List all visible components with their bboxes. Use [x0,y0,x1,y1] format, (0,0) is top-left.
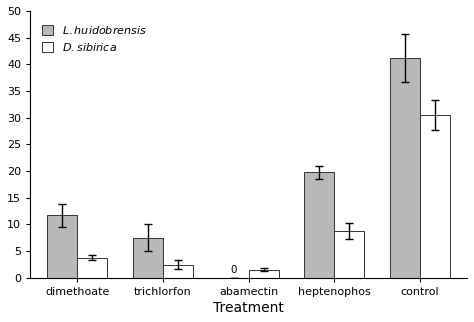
Bar [163,264,193,278]
Bar [77,258,107,278]
X-axis label: Treatment: Treatment [213,301,284,315]
Bar [133,238,163,278]
Legend: $\it{L. huidobrensis}$, $\it{D. sibirica}$: $\it{L. huidobrensis}$, $\it{D. sibirica… [40,22,149,55]
Bar [390,58,420,278]
Bar [334,232,364,278]
Bar [47,215,77,278]
Bar [420,115,450,278]
Bar [248,270,279,278]
Text: 0: 0 [230,265,237,275]
Bar [304,172,334,278]
